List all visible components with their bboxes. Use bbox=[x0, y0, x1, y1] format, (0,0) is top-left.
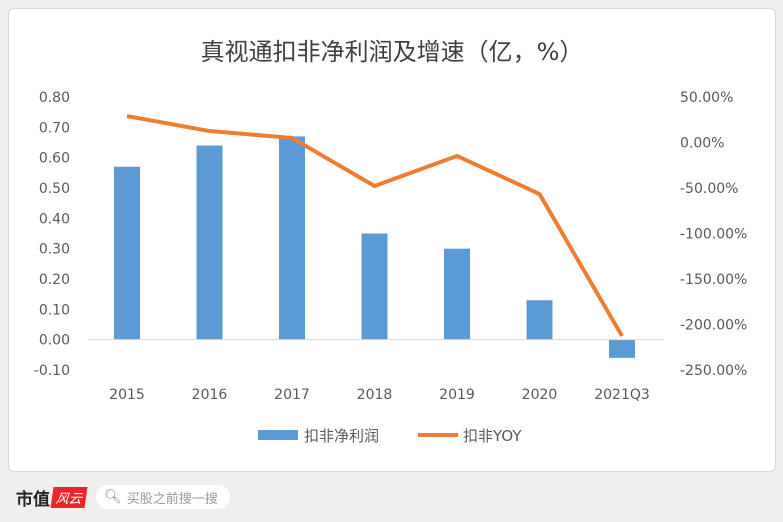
right-tick-label: -200.00% bbox=[680, 318, 747, 334]
bar bbox=[279, 136, 305, 340]
x-tick-label: 2016 bbox=[192, 387, 228, 403]
legend-swatch-bar bbox=[258, 430, 298, 440]
right-tick-label: -150.00% bbox=[680, 272, 747, 288]
search-placeholder: 买股之前搜一搜 bbox=[126, 491, 218, 507]
x-tick-label: 2017 bbox=[274, 387, 310, 403]
legend-label-bar: 扣非净利润 bbox=[304, 427, 379, 445]
x-tick-label: 2019 bbox=[439, 387, 475, 403]
brand-logo: 市值 bbox=[16, 489, 50, 510]
left-tick-label: 0.00 bbox=[39, 333, 70, 349]
right-tick-label: -250.00% bbox=[680, 363, 747, 379]
search-icon: 🔍︎ bbox=[104, 489, 122, 505]
right-tick-label: 50.00% bbox=[680, 90, 733, 106]
right-tick-label: 0.00% bbox=[680, 136, 724, 152]
left-tick-label: 0.50 bbox=[39, 181, 70, 197]
left-tick-label: 0.80 bbox=[39, 90, 70, 106]
search-box[interactable]: 🔍︎ 买股之前搜一搜 bbox=[96, 485, 230, 509]
right-tick-label: -50.00% bbox=[680, 181, 738, 197]
bar bbox=[114, 166, 140, 340]
x-tick-label: 2021Q3 bbox=[594, 387, 650, 403]
bar bbox=[526, 300, 553, 340]
chart-title: 真视通扣非净利润及增速（亿，%） bbox=[201, 38, 584, 66]
left-tick-label: 0.70 bbox=[39, 120, 70, 136]
brand-logo-tag: 风云 bbox=[50, 486, 88, 508]
x-tick-label: 2020 bbox=[522, 387, 558, 403]
left-tick-label: 0.40 bbox=[39, 211, 70, 227]
bar bbox=[361, 233, 388, 340]
bar bbox=[196, 145, 223, 340]
x-tick-label: 2015 bbox=[109, 387, 145, 403]
footer: 市值 风云 🔍︎ 买股之前搜一搜 bbox=[16, 484, 230, 510]
left-tick-label: -0.10 bbox=[34, 363, 70, 379]
left-tick-label: 0.30 bbox=[39, 242, 70, 258]
x-tick-label: 2018 bbox=[357, 387, 393, 403]
bar bbox=[609, 339, 635, 358]
left-tick-label: 0.60 bbox=[39, 151, 70, 167]
left-tick-label: 0.20 bbox=[39, 272, 70, 288]
legend-label-line: 扣非YOY bbox=[463, 427, 522, 445]
right-tick-label: -100.00% bbox=[680, 227, 747, 243]
left-tick-label: 0.10 bbox=[39, 302, 70, 318]
bar bbox=[444, 248, 470, 340]
